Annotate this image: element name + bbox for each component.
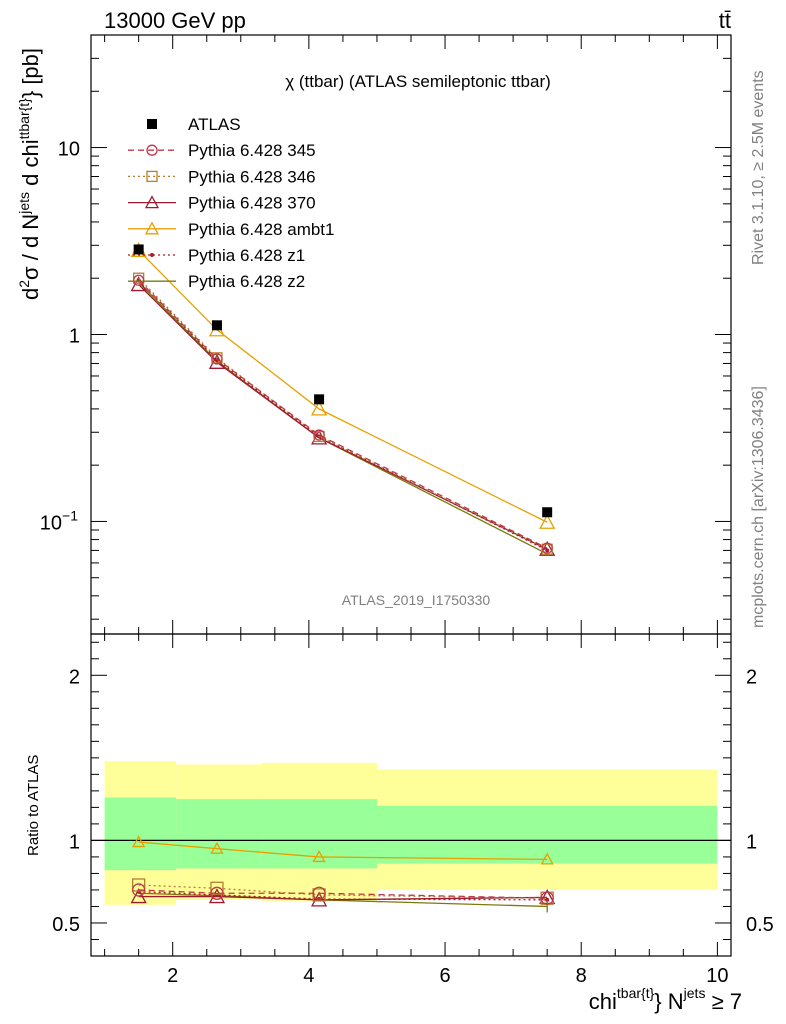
process-label: tt̄ <box>719 8 731 33</box>
ratio-point <box>540 852 554 865</box>
ratio-y-tick-label-right: 1 <box>746 831 757 853</box>
ratio-y-axis-label: Ratio to ATLAS <box>25 755 42 856</box>
legend-entry-label: Pythia 6.428 z1 <box>188 246 305 265</box>
series-line <box>138 284 548 550</box>
ratio-line <box>138 841 548 861</box>
ratio-series-0 <box>132 883 554 905</box>
series-line <box>138 279 548 549</box>
main-y-tick-label: 10−1 <box>40 507 78 534</box>
data-point <box>542 507 553 518</box>
x-tick-label: 8 <box>576 965 587 987</box>
ratio-series-3 <box>132 835 554 865</box>
legend-entry-label: Pythia 6.428 346 <box>188 167 316 186</box>
ratio-y-tick-label: 1 <box>69 831 80 853</box>
ratio-point <box>210 881 224 895</box>
data-point <box>541 542 553 554</box>
legend-marker <box>147 119 157 129</box>
series-1 <box>133 274 553 554</box>
main-plot-panel: 10−1 1 10 χ (ttbar) (ATLAS semileptonic tt… <box>40 34 732 635</box>
mcplots-label: mcplots.cern.ch [arXiv:1306.3436] <box>750 386 767 628</box>
data-point <box>211 353 223 365</box>
series-0 <box>133 244 553 518</box>
main-y-tick-label: 10 <box>58 139 80 161</box>
legend-entry-label: Pythia 6.428 345 <box>188 141 316 160</box>
legend-marker <box>144 221 160 235</box>
legend-marker <box>146 170 158 183</box>
main-y-tick-label: 1 <box>69 326 80 348</box>
series-line <box>138 277 548 550</box>
uncertainty-band-inner <box>104 797 177 871</box>
series-line <box>138 279 548 551</box>
ratio-point <box>130 888 147 904</box>
main-title: χ (ttbar) (ATLAS semileptonic ttbar) <box>285 72 551 91</box>
data-point <box>313 429 325 441</box>
series-line <box>138 249 548 523</box>
ratio-y-tick-label-right: 0.5 <box>746 914 774 936</box>
ratio-point <box>132 883 146 897</box>
legend-entry-label: ATLAS <box>188 115 241 134</box>
ratio-y-tick-label: 0.5 <box>52 914 80 936</box>
ratio-point <box>210 841 224 854</box>
legend-marker <box>144 195 160 209</box>
analysis-id-label: ATLAS_2019_I1750330 <box>342 592 491 608</box>
ratio-point <box>312 850 326 863</box>
ratio-point <box>312 886 326 900</box>
x-axis-label: chitbar{t}} Njets ≥ 7 <box>589 985 742 1014</box>
series-5 <box>136 278 550 553</box>
x-tick-label: 10 <box>706 965 728 987</box>
ratio-point <box>132 835 146 848</box>
data-point <box>539 513 556 529</box>
series-3 <box>130 276 556 556</box>
series-line <box>138 281 548 555</box>
ratio-point <box>310 891 328 907</box>
data-point <box>310 400 328 416</box>
data-point <box>314 394 325 405</box>
ratio-point <box>208 888 226 904</box>
legend-marker <box>146 144 158 156</box>
ratio-plot-panel: 2 4 6 8 10 0.5 0.5 1 1 2 2 <box>52 633 774 987</box>
main-plot-frame <box>90 34 732 635</box>
ratio-line <box>138 895 548 901</box>
energy-label: 13000 GeV pp <box>104 8 246 33</box>
uncertainty-band-inner <box>261 799 377 869</box>
ratio-point <box>132 878 146 892</box>
x-tick-label: 4 <box>303 965 314 987</box>
ratio-series-2 <box>130 888 556 907</box>
data-point <box>211 320 222 331</box>
main-y-axis-label: d2σ / d Njets d chittbar{t}} [pb] <box>16 48 43 300</box>
data-point <box>539 540 556 556</box>
series-2 <box>133 272 553 555</box>
legend: ATLAS Pythia 6.428 345 Pythia 6.428 346 Pyt… <box>128 115 334 291</box>
ratio-y-tick-label-right: 2 <box>746 666 757 688</box>
ratio-point <box>210 886 224 900</box>
rivet-version-label: Rivet 3.1.10, ≥ 2.5M events <box>750 70 767 265</box>
ratio-y-tick-label: 2 <box>69 666 80 688</box>
x-tick-label: 6 <box>439 965 450 987</box>
series-6 <box>138 281 548 555</box>
legend-entry-label: Pythia 6.428 370 <box>188 194 316 213</box>
legend-entry-label: Pythia 6.428 ambt1 <box>188 220 334 239</box>
legend-marker <box>150 253 154 257</box>
data-point <box>133 274 145 286</box>
data-point <box>133 244 144 255</box>
legend-entry-label: Pythia 6.428 z2 <box>188 272 305 291</box>
uncertainty-band-inner <box>176 799 262 869</box>
ratio-line <box>138 889 548 899</box>
x-tick-label: 2 <box>167 965 178 987</box>
ratio-point <box>545 897 550 902</box>
